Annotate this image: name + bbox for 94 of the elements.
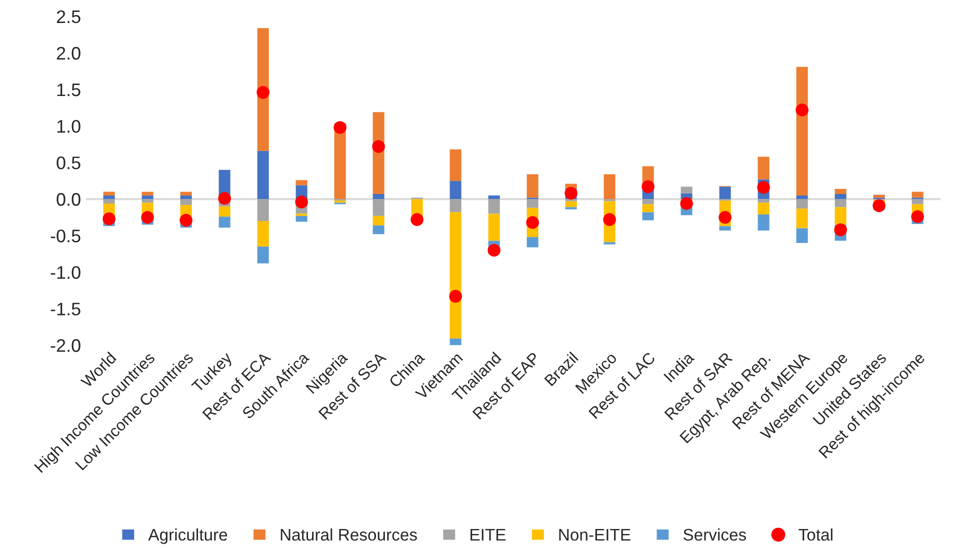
point xyxy=(718,210,732,224)
legend-label: Agriculture xyxy=(148,528,228,544)
bar xyxy=(642,212,654,220)
bar xyxy=(257,221,269,247)
point xyxy=(872,199,886,212)
bar xyxy=(180,195,192,200)
bar xyxy=(450,180,462,200)
bar xyxy=(142,199,154,203)
point xyxy=(410,213,424,226)
legend-label: EITE xyxy=(470,529,506,540)
point xyxy=(526,216,539,229)
point xyxy=(796,104,808,116)
point xyxy=(449,290,462,303)
bar xyxy=(758,202,770,214)
bar xyxy=(488,195,500,200)
y-tick-label: 0.5 xyxy=(56,156,80,170)
point xyxy=(834,223,847,236)
bar xyxy=(257,150,269,200)
point xyxy=(334,121,346,134)
bar xyxy=(719,186,731,200)
legend-label: Total xyxy=(798,528,832,541)
bar xyxy=(142,192,154,196)
bar xyxy=(758,214,770,231)
bar xyxy=(180,199,192,205)
legend-label: Non-EITE xyxy=(559,529,630,541)
point xyxy=(295,196,308,208)
bar xyxy=(488,214,500,241)
bar xyxy=(565,201,577,208)
legend-label: Natural Resources xyxy=(280,528,417,541)
y-tick-label: 1.0 xyxy=(57,120,80,133)
bar xyxy=(103,195,115,200)
bar xyxy=(796,199,808,209)
bar xyxy=(372,199,384,216)
y-tick-label: 2.0 xyxy=(56,46,80,60)
bar xyxy=(912,199,924,204)
y-tick-label: -1.0 xyxy=(50,266,80,279)
bar xyxy=(834,188,846,194)
bar xyxy=(257,28,269,151)
bar xyxy=(103,199,115,204)
bar xyxy=(488,199,500,214)
bar xyxy=(526,174,538,198)
bar xyxy=(642,199,654,204)
bar xyxy=(450,149,462,181)
bar xyxy=(758,199,770,203)
bar xyxy=(604,174,616,200)
y-tick-label: 0.0 xyxy=(56,193,80,206)
point xyxy=(757,181,770,194)
bar xyxy=(296,180,308,186)
bar xyxy=(642,204,654,212)
bar xyxy=(142,195,154,200)
bar xyxy=(296,216,308,222)
y-tick-label: -2.0 xyxy=(50,339,80,352)
bar xyxy=(180,192,192,196)
bar xyxy=(218,206,230,217)
bar xyxy=(719,226,731,231)
bar xyxy=(257,246,269,264)
bar xyxy=(796,208,808,228)
point xyxy=(680,197,693,210)
point xyxy=(102,212,116,226)
bar xyxy=(450,199,462,212)
bar xyxy=(450,212,462,339)
bar xyxy=(257,199,269,222)
point xyxy=(603,213,616,226)
point xyxy=(642,180,654,194)
bar xyxy=(526,237,538,248)
point xyxy=(372,140,385,153)
bar xyxy=(834,194,846,200)
bar xyxy=(372,216,384,226)
bar xyxy=(912,192,924,198)
y-tick-label: -1.5 xyxy=(50,302,80,316)
point xyxy=(218,192,231,205)
y-tick-label: 2.5 xyxy=(56,10,80,24)
bar xyxy=(834,199,846,208)
bar xyxy=(796,66,808,196)
bar xyxy=(450,338,462,346)
bar xyxy=(103,192,115,196)
legend-label: Services xyxy=(683,528,746,541)
y-tick-label: -0.5 xyxy=(50,230,80,242)
point xyxy=(488,244,500,257)
bar xyxy=(834,207,846,225)
bar xyxy=(372,225,384,234)
point xyxy=(911,210,924,224)
bar xyxy=(796,228,808,243)
point xyxy=(256,86,270,99)
bar xyxy=(218,216,230,228)
point xyxy=(141,210,154,224)
bar xyxy=(873,194,885,198)
point xyxy=(180,214,192,227)
bar xyxy=(796,195,808,200)
y-tick-label: 1.5 xyxy=(57,84,80,96)
bar xyxy=(372,194,384,200)
bar xyxy=(680,186,692,194)
bar xyxy=(526,199,538,208)
bar xyxy=(758,156,770,180)
